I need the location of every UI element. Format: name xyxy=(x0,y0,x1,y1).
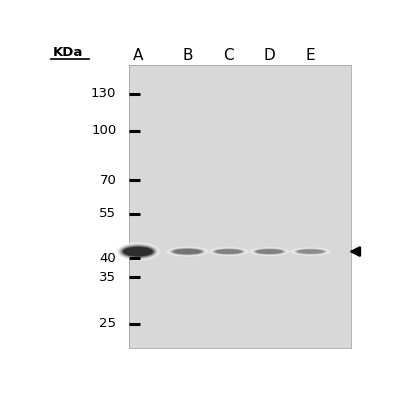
Ellipse shape xyxy=(294,248,327,254)
Ellipse shape xyxy=(292,248,330,255)
Ellipse shape xyxy=(250,248,288,256)
Ellipse shape xyxy=(295,249,326,254)
Text: 70: 70 xyxy=(99,174,117,187)
Text: KDa: KDa xyxy=(53,46,83,59)
FancyBboxPatch shape xyxy=(129,65,352,348)
Text: B: B xyxy=(182,48,193,63)
Text: D: D xyxy=(264,48,275,63)
Ellipse shape xyxy=(292,248,329,255)
Text: 55: 55 xyxy=(99,208,117,220)
Ellipse shape xyxy=(253,248,286,255)
Text: C: C xyxy=(223,48,234,63)
Ellipse shape xyxy=(213,248,244,254)
Ellipse shape xyxy=(123,247,153,256)
Ellipse shape xyxy=(249,247,290,256)
Text: 100: 100 xyxy=(91,124,117,137)
Ellipse shape xyxy=(297,250,324,254)
Ellipse shape xyxy=(118,244,158,260)
Ellipse shape xyxy=(208,247,249,256)
Text: E: E xyxy=(306,48,315,63)
Ellipse shape xyxy=(296,249,325,254)
Ellipse shape xyxy=(215,249,243,254)
Ellipse shape xyxy=(291,248,330,256)
Ellipse shape xyxy=(209,248,248,256)
Ellipse shape xyxy=(256,249,283,254)
Ellipse shape xyxy=(121,246,155,258)
Ellipse shape xyxy=(173,249,202,254)
Ellipse shape xyxy=(295,249,326,254)
Ellipse shape xyxy=(117,243,159,260)
Ellipse shape xyxy=(211,248,246,255)
Ellipse shape xyxy=(297,249,324,254)
Ellipse shape xyxy=(169,247,206,256)
Ellipse shape xyxy=(293,248,328,255)
Ellipse shape xyxy=(209,247,248,256)
Ellipse shape xyxy=(210,248,247,256)
Ellipse shape xyxy=(120,245,156,258)
Ellipse shape xyxy=(252,248,286,255)
Ellipse shape xyxy=(172,248,203,255)
Ellipse shape xyxy=(251,248,288,256)
Ellipse shape xyxy=(168,247,207,256)
Ellipse shape xyxy=(120,245,156,258)
Ellipse shape xyxy=(119,244,157,259)
Text: A: A xyxy=(133,48,143,63)
Ellipse shape xyxy=(122,246,154,257)
Ellipse shape xyxy=(213,249,244,254)
Ellipse shape xyxy=(115,242,161,261)
Ellipse shape xyxy=(255,249,284,254)
Ellipse shape xyxy=(117,243,158,260)
Ellipse shape xyxy=(214,249,243,254)
Ellipse shape xyxy=(166,246,209,257)
Ellipse shape xyxy=(215,250,242,254)
Ellipse shape xyxy=(170,248,205,256)
Ellipse shape xyxy=(252,248,287,255)
Ellipse shape xyxy=(172,249,203,254)
Ellipse shape xyxy=(211,248,246,255)
Ellipse shape xyxy=(174,249,201,254)
Ellipse shape xyxy=(290,247,331,256)
Ellipse shape xyxy=(256,250,282,254)
Ellipse shape xyxy=(167,247,208,256)
Ellipse shape xyxy=(254,249,284,254)
Ellipse shape xyxy=(171,248,204,255)
Ellipse shape xyxy=(254,248,285,254)
Ellipse shape xyxy=(294,248,328,255)
Ellipse shape xyxy=(212,248,245,255)
Text: 130: 130 xyxy=(91,88,117,100)
Text: 40: 40 xyxy=(100,252,117,265)
Ellipse shape xyxy=(250,247,289,256)
Ellipse shape xyxy=(122,246,154,257)
Text: 25: 25 xyxy=(99,318,117,330)
Ellipse shape xyxy=(116,242,160,261)
Ellipse shape xyxy=(170,248,205,255)
Ellipse shape xyxy=(167,247,207,256)
Text: 35: 35 xyxy=(99,270,117,284)
